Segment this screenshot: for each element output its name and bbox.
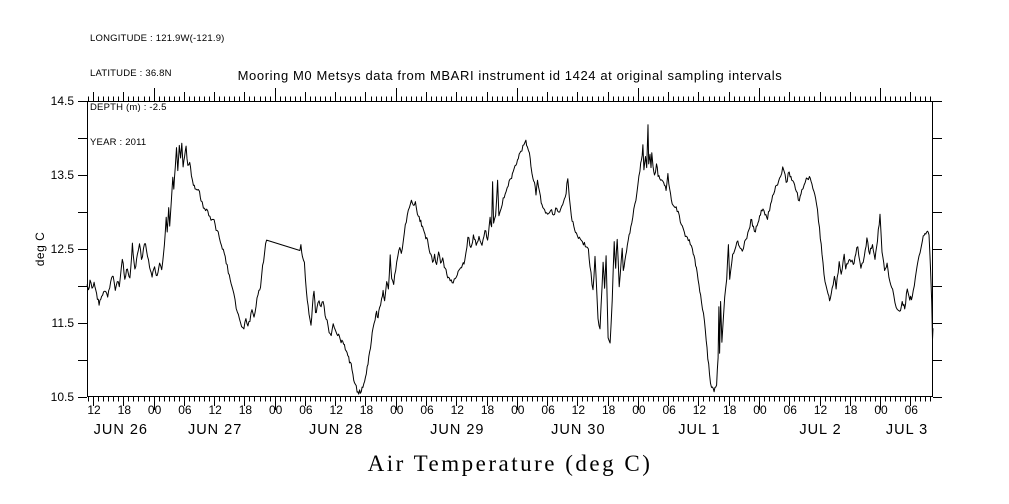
day-tick-label: JUL 2 xyxy=(799,422,841,438)
x-axis-title: Air Temperature (deg C) xyxy=(367,451,653,476)
metadata-block: LONGITUDE : 121.9W(-121.9) LATITUDE : 36… xyxy=(90,10,225,171)
hour-tick-label: 18 xyxy=(844,403,858,417)
hour-tick-label: 12 xyxy=(451,403,465,417)
hour-tick-label: 12 xyxy=(87,403,101,417)
hour-tick-label: 18 xyxy=(602,403,616,417)
hour-tick-label: 18 xyxy=(118,403,132,417)
hour-tick-label: 18 xyxy=(481,403,495,417)
hour-tick-label: 00 xyxy=(269,403,283,417)
hour-tick-label: 18 xyxy=(239,403,253,417)
hour-tick-label: 06 xyxy=(420,403,434,417)
hour-tick-label: 06 xyxy=(178,403,192,417)
hour-tick-label: 06 xyxy=(541,403,555,417)
hour-tick-label: 00 xyxy=(632,403,646,417)
hour-tick-label: 18 xyxy=(723,403,737,417)
hour-tick-label: 00 xyxy=(753,403,767,417)
hour-tick-label: 00 xyxy=(511,403,525,417)
metadata-longitude: LONGITUDE : 121.9W(-121.9) xyxy=(90,33,225,44)
day-tick-label: JUN 30 xyxy=(551,422,605,438)
hour-tick-label: 12 xyxy=(693,403,707,417)
day-tick-label: JUL 1 xyxy=(678,422,720,438)
hour-tick-label: 12 xyxy=(208,403,222,417)
day-tick-label: JUN 28 xyxy=(309,422,363,438)
metadata-depth: DEPTH (m) : -2.5 xyxy=(90,102,167,113)
day-tick-label: JUN 29 xyxy=(430,422,484,438)
day-tick-label: JUN 26 xyxy=(94,422,148,438)
axes xyxy=(78,88,942,410)
hour-tick-label: 12 xyxy=(330,403,344,417)
hour-tick-label: 00 xyxy=(874,403,888,417)
hour-tick-label: 00 xyxy=(390,403,404,417)
metadata-latitude: LATITUDE : 36.8N xyxy=(90,67,172,79)
hour-tick-label: 18 xyxy=(360,403,374,417)
y-tick-label: 14.5 xyxy=(51,94,75,108)
day-tick-label: JUL 3 xyxy=(886,422,928,438)
hour-tick-label: 06 xyxy=(905,403,919,417)
hour-tick-label: 06 xyxy=(299,403,313,417)
hour-tick-label: 06 xyxy=(662,403,676,417)
hour-tick-label: 00 xyxy=(148,403,162,417)
chart-title: Mooring M0 Metsys data from MBARI instru… xyxy=(237,68,783,83)
y-tick-label: 10.5 xyxy=(51,390,75,404)
metadata-year: YEAR : 2011 xyxy=(90,136,147,148)
hour-tick-label: 12 xyxy=(814,403,828,417)
y-tick-label: 13.5 xyxy=(51,168,75,182)
air-temperature-line xyxy=(86,124,934,395)
day-tick-label: JUN 27 xyxy=(188,422,242,438)
y-axis-title: deg C xyxy=(33,232,47,267)
hour-tick-label: 06 xyxy=(784,403,798,417)
hour-tick-label: 12 xyxy=(572,403,586,417)
y-tick-label: 11.5 xyxy=(52,316,75,330)
x-tick-labels: 12 18 00 06 12 18 00 06 12 18 00 06 12 18 00 06 12 18 00 06… xyxy=(51,94,928,438)
y-tick-label: 12.5 xyxy=(51,242,75,256)
